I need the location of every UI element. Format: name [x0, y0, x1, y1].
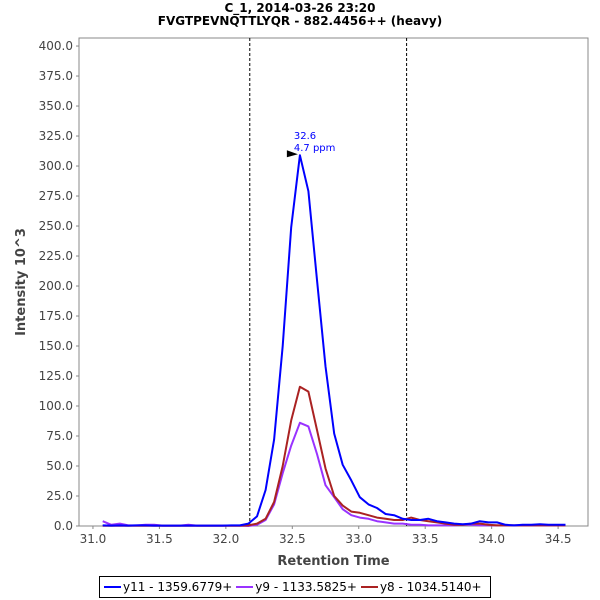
x-tick-label: 33.5	[412, 532, 439, 546]
y-tick-label: 250.0	[39, 219, 73, 233]
x-tick-label: 33.0	[345, 532, 372, 546]
y-tick-label: 400.0	[39, 39, 73, 53]
legend-swatch	[104, 586, 121, 588]
chart-title: C_1, 2014-03-26 23:20	[224, 1, 376, 15]
plot-area	[78, 37, 589, 527]
legend-swatch	[236, 586, 254, 588]
y-tick-label: 375.0	[39, 69, 73, 83]
y-tick-label: 25.0	[46, 489, 73, 503]
legend: y11 - 1359.6779+ y9 - 1133.5825+ y8 - 10…	[99, 576, 491, 598]
y-tick-label: 275.0	[39, 189, 73, 203]
x-tick-label: 34.0	[478, 532, 505, 546]
x-tick-label: 32.5	[279, 532, 306, 546]
legend-item-y8[interactable]: y8 - 1034.5140+	[360, 580, 482, 594]
y-tick-label: 300.0	[39, 159, 73, 173]
y-tick-label: 50.0	[46, 459, 73, 473]
legend-swatch	[360, 586, 378, 588]
legend-item-y11[interactable]: y11 - 1359.6779+	[104, 580, 232, 594]
y-tick-label: 75.0	[46, 429, 73, 443]
peak-marker-icon	[286, 150, 298, 158]
peak-ppm-label: 4.7 ppm	[294, 143, 336, 154]
y-tick-label: 100.0	[39, 399, 73, 413]
x-tick-label: 31.5	[146, 532, 173, 546]
y-axis-label: Intensity 10^3	[14, 228, 29, 336]
legend-label: y8 - 1034.5140+	[379, 580, 482, 594]
y-tick-label: 350.0	[39, 99, 73, 113]
y-tick-label: 125.0	[39, 369, 73, 383]
x-tick-label: 31.0	[80, 532, 107, 546]
y-tick-label: 175.0	[39, 309, 73, 323]
x-tick-label: 34.5	[545, 532, 572, 546]
y-tick-label: 225.0	[39, 249, 73, 263]
chart-subtitle: FVGTPEVNQTTLYQR - 882.4456++ (heavy)	[157, 14, 443, 28]
y-tick-label: 0.0	[54, 519, 73, 533]
peak-rt-label: 32.6	[294, 131, 316, 142]
legend-label: y11 - 1359.6779+	[123, 580, 233, 594]
legend-item-y9[interactable]: y9 - 1133.5825+	[236, 580, 357, 594]
legend-label: y9 - 1133.5825+	[255, 580, 357, 594]
x-tick-label: 32.0	[212, 532, 239, 546]
y-tick-label: 200.0	[39, 279, 73, 293]
y-tick-label: 325.0	[39, 129, 73, 143]
series-line-y11	[102, 154, 566, 527]
x-axis-label: Retention Time	[277, 554, 389, 569]
y-tick-label: 150.0	[39, 339, 73, 353]
